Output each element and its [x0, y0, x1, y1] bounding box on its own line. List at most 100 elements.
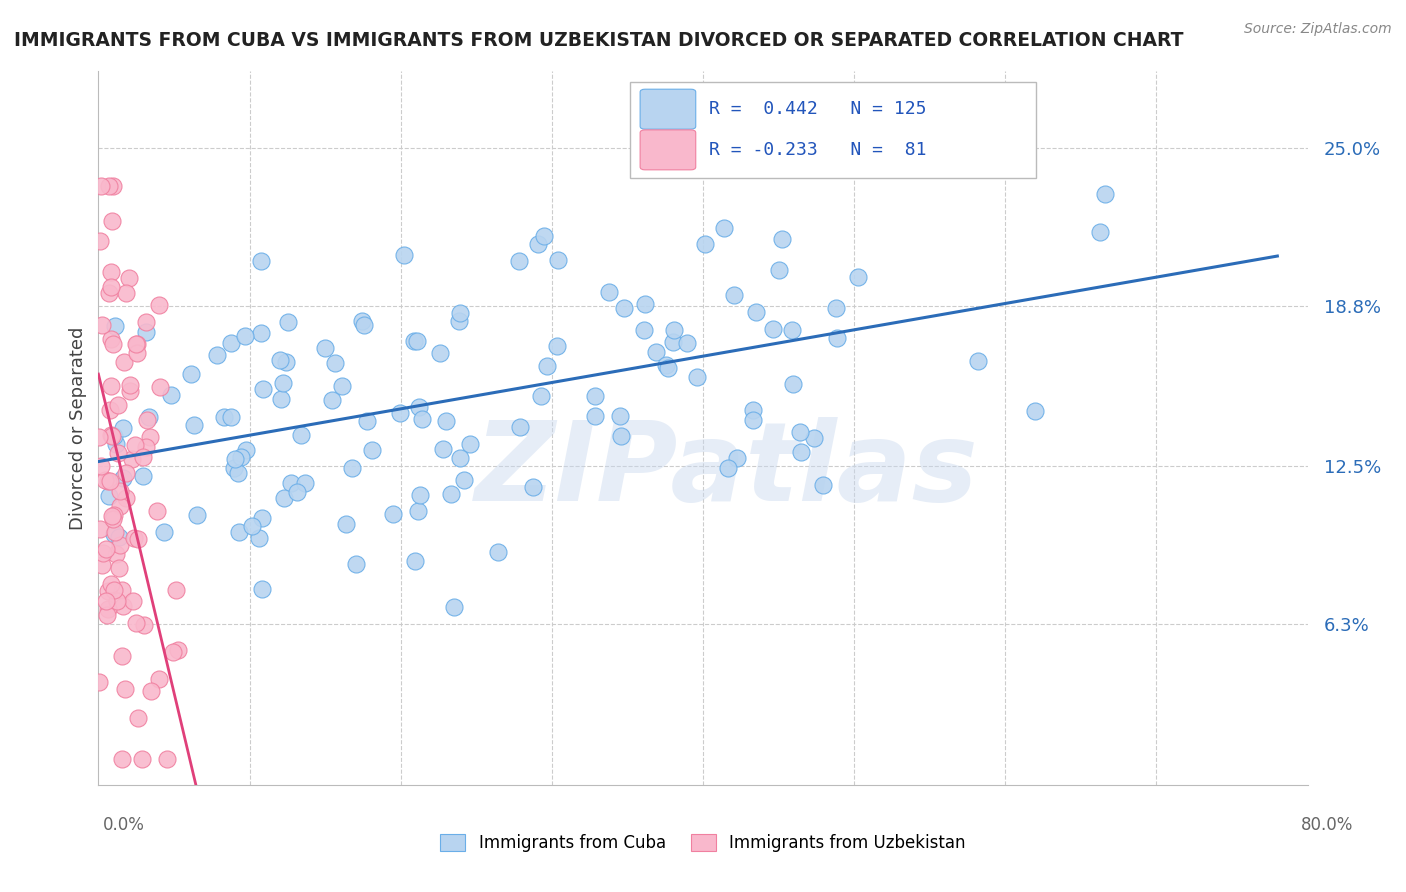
Point: [633, 297, 655, 311]
Point: [94, 594, 117, 608]
Point: [100, 265, 122, 279]
Point: [583, 389, 606, 403]
Point: [276, 355, 298, 369]
Point: [100, 378, 122, 392]
Text: 80.0%: 80.0%: [1301, 816, 1354, 834]
Point: [645, 344, 668, 359]
Point: [782, 323, 804, 337]
Point: [226, 466, 249, 480]
Point: [486, 545, 509, 559]
Point: [97, 474, 120, 488]
Point: [745, 304, 768, 318]
Point: [98, 403, 121, 417]
Point: [725, 451, 748, 466]
Point: [449, 451, 471, 466]
Point: [153, 525, 176, 540]
Point: [111, 648, 134, 663]
Point: [824, 301, 846, 315]
Legend: Immigrants from Cuba, Immigrants from Uzbekistan: Immigrants from Cuba, Immigrants from Uz…: [433, 827, 973, 859]
Point: [148, 298, 170, 312]
Point: [131, 752, 153, 766]
Point: [408, 400, 430, 414]
Point: [115, 491, 138, 505]
Point: [323, 356, 346, 370]
Point: [103, 508, 125, 522]
Point: [101, 429, 124, 443]
Point: [250, 326, 273, 340]
Point: [449, 305, 471, 319]
Point: [89, 674, 111, 689]
Point: [148, 673, 170, 687]
Point: [110, 538, 132, 552]
Point: [583, 409, 606, 423]
Point: [250, 253, 273, 268]
Point: [229, 450, 252, 464]
Point: [125, 337, 148, 351]
Point: [314, 341, 336, 355]
Point: [89, 429, 111, 443]
Point: [107, 593, 129, 607]
Point: [112, 599, 135, 613]
Point: [662, 323, 685, 337]
Point: [127, 532, 149, 546]
Point: [108, 531, 131, 545]
Point: [108, 499, 131, 513]
Point: [90, 458, 112, 473]
Point: [633, 323, 655, 337]
Point: [134, 618, 156, 632]
Point: [219, 335, 242, 350]
Point: [848, 270, 870, 285]
Point: [404, 553, 426, 567]
Text: R =  0.442   N = 125: R = 0.442 N = 125: [709, 100, 927, 118]
Point: [285, 484, 308, 499]
Point: [967, 354, 990, 368]
Point: [149, 380, 172, 394]
Point: [762, 322, 785, 336]
Point: [124, 438, 146, 452]
Point: [609, 409, 631, 423]
Point: [125, 346, 148, 360]
Point: [138, 430, 160, 444]
Point: [252, 511, 274, 525]
Point: [657, 361, 679, 376]
Point: [352, 314, 374, 328]
Point: [250, 582, 273, 596]
Point: [114, 682, 136, 697]
Point: [97, 179, 120, 194]
Point: [381, 507, 404, 521]
Point: [277, 315, 299, 329]
FancyBboxPatch shape: [640, 130, 696, 169]
Point: [360, 443, 382, 458]
Text: ZIPatlas: ZIPatlas: [475, 417, 979, 524]
Point: [356, 414, 378, 428]
Point: [135, 440, 157, 454]
Point: [111, 421, 134, 435]
Point: [122, 531, 145, 545]
Point: [104, 547, 127, 561]
Point: [105, 436, 128, 450]
Point: [270, 392, 292, 407]
Point: [103, 583, 125, 598]
Point: [103, 179, 125, 194]
Point: [440, 487, 463, 501]
Point: [1088, 226, 1111, 240]
Point: [458, 437, 481, 451]
Point: [533, 229, 555, 244]
Point: [100, 280, 122, 294]
Point: [392, 248, 415, 262]
Point: [224, 461, 246, 475]
Point: [214, 410, 236, 425]
Point: [713, 221, 735, 235]
Point: [290, 427, 312, 442]
Point: [598, 285, 620, 300]
Point: [662, 334, 685, 349]
Point: [434, 414, 457, 428]
Point: [139, 683, 162, 698]
Point: [432, 442, 454, 457]
Point: [132, 469, 155, 483]
Point: [782, 377, 804, 392]
Point: [411, 411, 433, 425]
Point: [335, 516, 357, 531]
Point: [811, 478, 834, 492]
Point: [125, 336, 148, 351]
